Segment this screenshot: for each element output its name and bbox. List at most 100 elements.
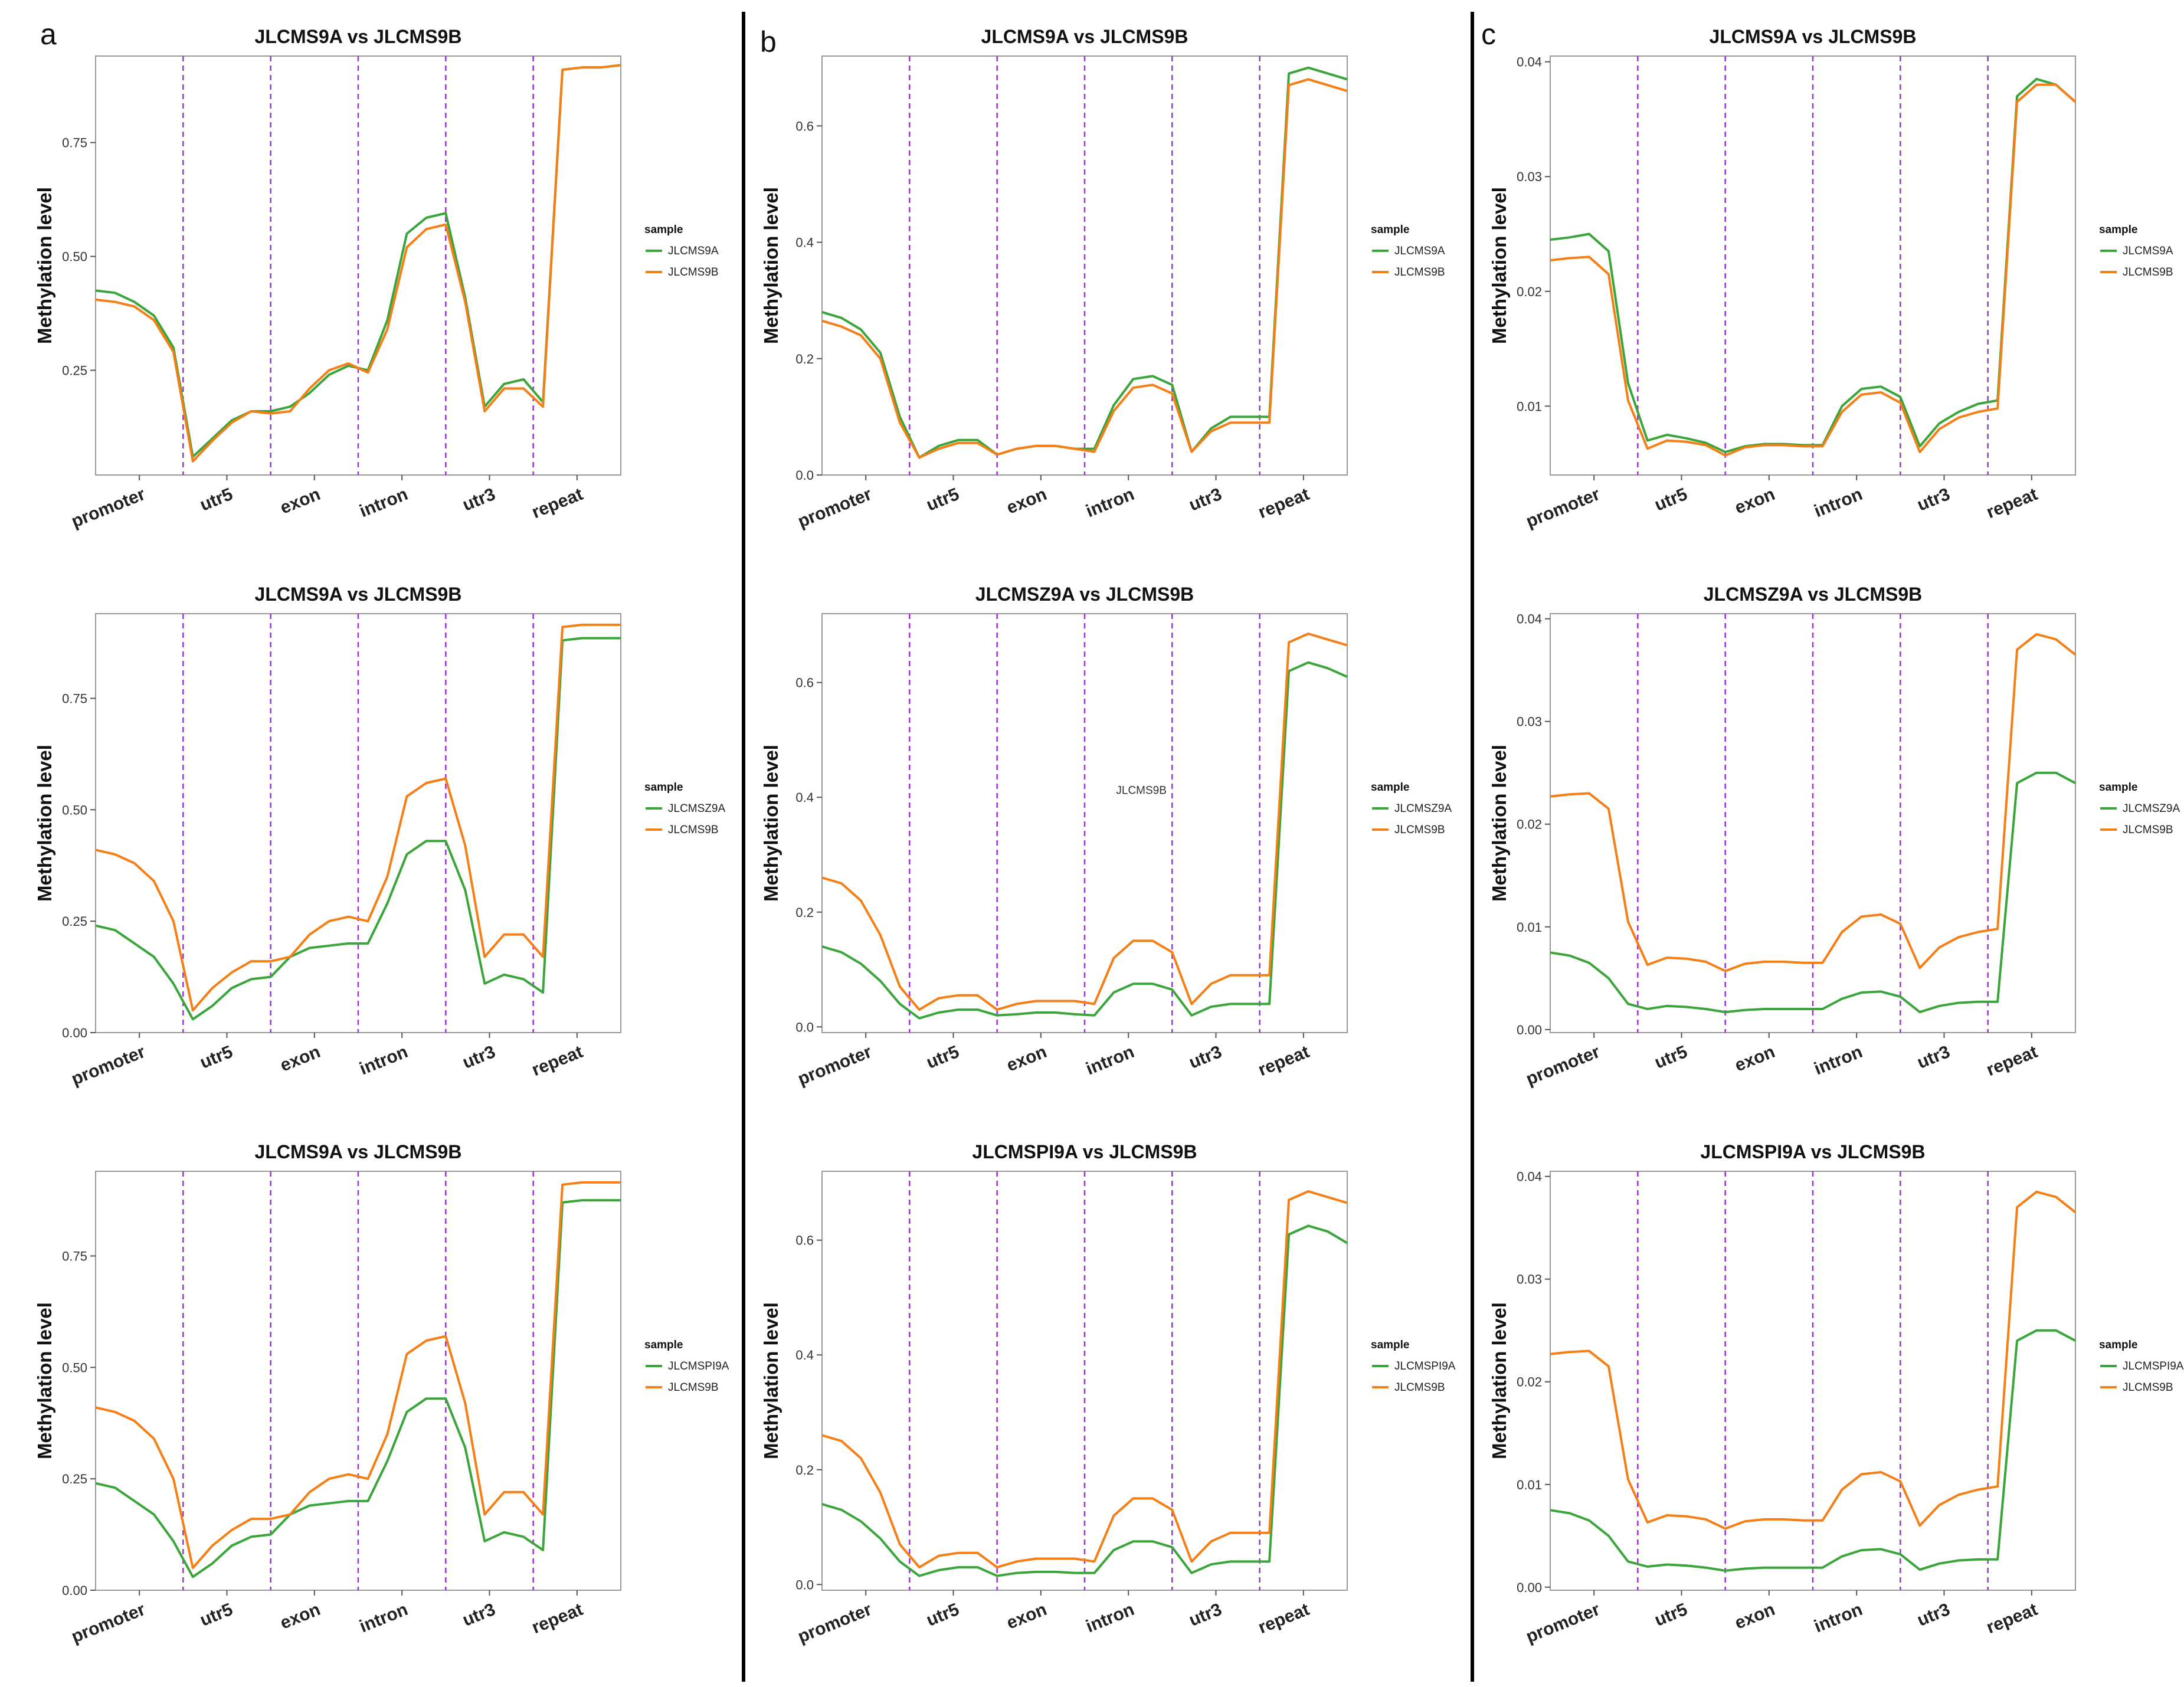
legend-title: sample bbox=[1371, 224, 1409, 236]
legend-item: JLCMSPI9A bbox=[668, 1360, 729, 1372]
series-line-JLCMS9B bbox=[95, 1181, 621, 1570]
legend-title: sample bbox=[1371, 1339, 1409, 1351]
chart-title: JLCMS9A vs JLCMS9B bbox=[255, 26, 462, 47]
y-tick-label: 0.4 bbox=[795, 790, 814, 805]
y-tick-label: 0.04 bbox=[1517, 55, 1542, 70]
y-tick-label: 0.50 bbox=[62, 1360, 87, 1375]
y-tick-label: 0.6 bbox=[795, 119, 814, 133]
legend-item: JLCMS9B bbox=[668, 1381, 719, 1394]
y-tick-label: 0.50 bbox=[62, 250, 87, 264]
legend-item: JLCMS9A bbox=[1394, 245, 1445, 257]
y-tick-label: 0.01 bbox=[1517, 920, 1542, 935]
legend-item: JLCMSZ9A bbox=[668, 802, 725, 815]
series-line-JLCMSZ9A bbox=[95, 637, 621, 1021]
chart-title: JLCMS9A vs JLCMS9B bbox=[255, 1141, 462, 1162]
y-tick-label: 0.0 bbox=[795, 468, 814, 483]
y-axis-label: Methylation level bbox=[760, 1302, 782, 1459]
legend-item: JLCMSPI9A bbox=[2123, 1360, 2184, 1372]
series-line-JLCMS9B bbox=[95, 64, 621, 463]
series-line-JLCMSPI9A bbox=[1550, 1329, 2076, 1572]
y-tick-label: 0.2 bbox=[795, 1463, 814, 1478]
y-tick-label: 0.03 bbox=[1517, 715, 1542, 729]
series-line-JLCMS9A bbox=[821, 66, 1348, 459]
panel-label-c: c bbox=[1481, 18, 1496, 51]
series-line-JLCMS9B bbox=[95, 623, 621, 1012]
plot-annotation: JLCMS9B bbox=[1116, 784, 1167, 797]
y-tick-label: 0.75 bbox=[62, 1249, 87, 1264]
chart-title: JLCMSZ9A vs JLCMS9B bbox=[975, 584, 1194, 605]
series-line-JLCMS9B bbox=[1550, 633, 2077, 972]
y-tick-label: 0.75 bbox=[62, 692, 87, 706]
legend-title: sample bbox=[644, 1339, 683, 1351]
series-line-JLCMSPI9A bbox=[95, 1199, 621, 1578]
legend-item: JLCMS9B bbox=[2123, 824, 2173, 836]
y-tick-label: 0.01 bbox=[1517, 1478, 1542, 1492]
legend-item: JLCMS9B bbox=[1394, 824, 1445, 836]
legend-title: sample bbox=[2099, 1339, 2137, 1351]
y-tick-label: 0.04 bbox=[1517, 612, 1542, 627]
chart-title: JLCMSPI9A vs JLCMS9B bbox=[1700, 1141, 1925, 1162]
y-axis-label: Methylation level bbox=[1488, 1302, 1510, 1459]
y-tick-label: 0.02 bbox=[1517, 1375, 1542, 1390]
y-axis-label: Methylation level bbox=[760, 745, 782, 902]
legend-item: JLCMS9B bbox=[668, 266, 719, 279]
y-tick-label: 0.50 bbox=[62, 802, 87, 817]
y-axis-label: Methylation level bbox=[1488, 187, 1510, 344]
legend-title: sample bbox=[644, 224, 683, 236]
y-tick-label: 0.25 bbox=[62, 1472, 87, 1486]
y-axis-label: Methylation level bbox=[34, 187, 55, 344]
series-line-JLCMS9B bbox=[1550, 1190, 2077, 1530]
chart-title: JLCMS9A vs JLCMS9B bbox=[255, 584, 462, 605]
y-tick-label: 0.00 bbox=[1517, 1580, 1542, 1595]
y-tick-label: 0.4 bbox=[795, 235, 814, 250]
series-line-JLCMS9B bbox=[821, 1190, 1348, 1569]
panel-label-b: b bbox=[760, 25, 777, 58]
y-axis-label: Methylation level bbox=[34, 745, 55, 902]
y-tick-label: 0.01 bbox=[1517, 399, 1542, 414]
legend-item: JLCMS9B bbox=[2123, 266, 2173, 279]
legend-item: JLCMS9A bbox=[668, 245, 719, 257]
legend-title: sample bbox=[2099, 781, 2137, 794]
legend-item: JLCMSPI9A bbox=[1394, 1360, 1456, 1372]
y-tick-label: 0.75 bbox=[62, 136, 87, 150]
y-tick-label: 0.04 bbox=[1517, 1170, 1542, 1184]
y-tick-label: 0.25 bbox=[62, 363, 87, 378]
series-line-JLCMSZ9A bbox=[821, 661, 1348, 1020]
y-axis-label: Methylation level bbox=[760, 187, 782, 344]
y-tick-label: 0.02 bbox=[1517, 817, 1542, 832]
legend-item: JLCMS9A bbox=[2123, 245, 2173, 257]
y-tick-label: 0.25 bbox=[62, 914, 87, 929]
series-line-JLCMS9B bbox=[821, 633, 1348, 1011]
legend-title: sample bbox=[644, 781, 683, 794]
series-line-JLCMS9B bbox=[821, 78, 1348, 459]
legend-item: JLCMS9B bbox=[2123, 1381, 2173, 1394]
y-tick-label: 0.4 bbox=[795, 1348, 814, 1362]
legend-item: JLCMSZ9A bbox=[2123, 802, 2180, 815]
y-tick-label: 0.2 bbox=[795, 905, 814, 920]
legend-title: sample bbox=[1371, 781, 1409, 794]
y-tick-label: 0.03 bbox=[1517, 169, 1542, 184]
chart-title: JLCMSPI9A vs JLCMS9B bbox=[972, 1141, 1197, 1162]
legend-item: JLCMS9B bbox=[668, 824, 719, 836]
y-tick-label: 0.00 bbox=[62, 1026, 87, 1040]
y-tick-label: 0.00 bbox=[62, 1583, 87, 1598]
y-tick-label: 0.6 bbox=[795, 1233, 814, 1248]
y-axis-label: Methylation level bbox=[1488, 745, 1510, 902]
legend-title: sample bbox=[2099, 224, 2137, 236]
y-tick-label: 0.02 bbox=[1517, 284, 1542, 299]
y-tick-label: 0.6 bbox=[795, 676, 814, 690]
y-tick-label: 0.2 bbox=[795, 352, 814, 366]
series-line-JLCMSZ9A bbox=[1550, 771, 2076, 1014]
chart-a2: JLCMS9A vs JLCMS9B 0.00 0.25 0.50 0.75 Methyl… bbox=[34, 584, 725, 1089]
chart-b2: JLCMSZ9A vs JLCMS9B 0.0 0.2 0.4 0.6 Methylati… bbox=[760, 584, 1452, 1089]
legend-item: JLCMSZ9A bbox=[1394, 802, 1452, 815]
y-tick-label: 0.03 bbox=[1517, 1272, 1542, 1287]
chart-title: JLCMSZ9A vs JLCMS9B bbox=[1704, 584, 1922, 605]
y-tick-label: 0.0 bbox=[795, 1577, 814, 1592]
legend-item: JLCMS9B bbox=[1394, 266, 1445, 279]
chart-title: JLCMS9A vs JLCMS9B bbox=[981, 26, 1188, 47]
legend-item: JLCMS9B bbox=[1394, 1381, 1445, 1394]
y-axis-label: Methylation level bbox=[34, 1302, 55, 1459]
series-line-JLCMS9B bbox=[1550, 83, 2077, 457]
